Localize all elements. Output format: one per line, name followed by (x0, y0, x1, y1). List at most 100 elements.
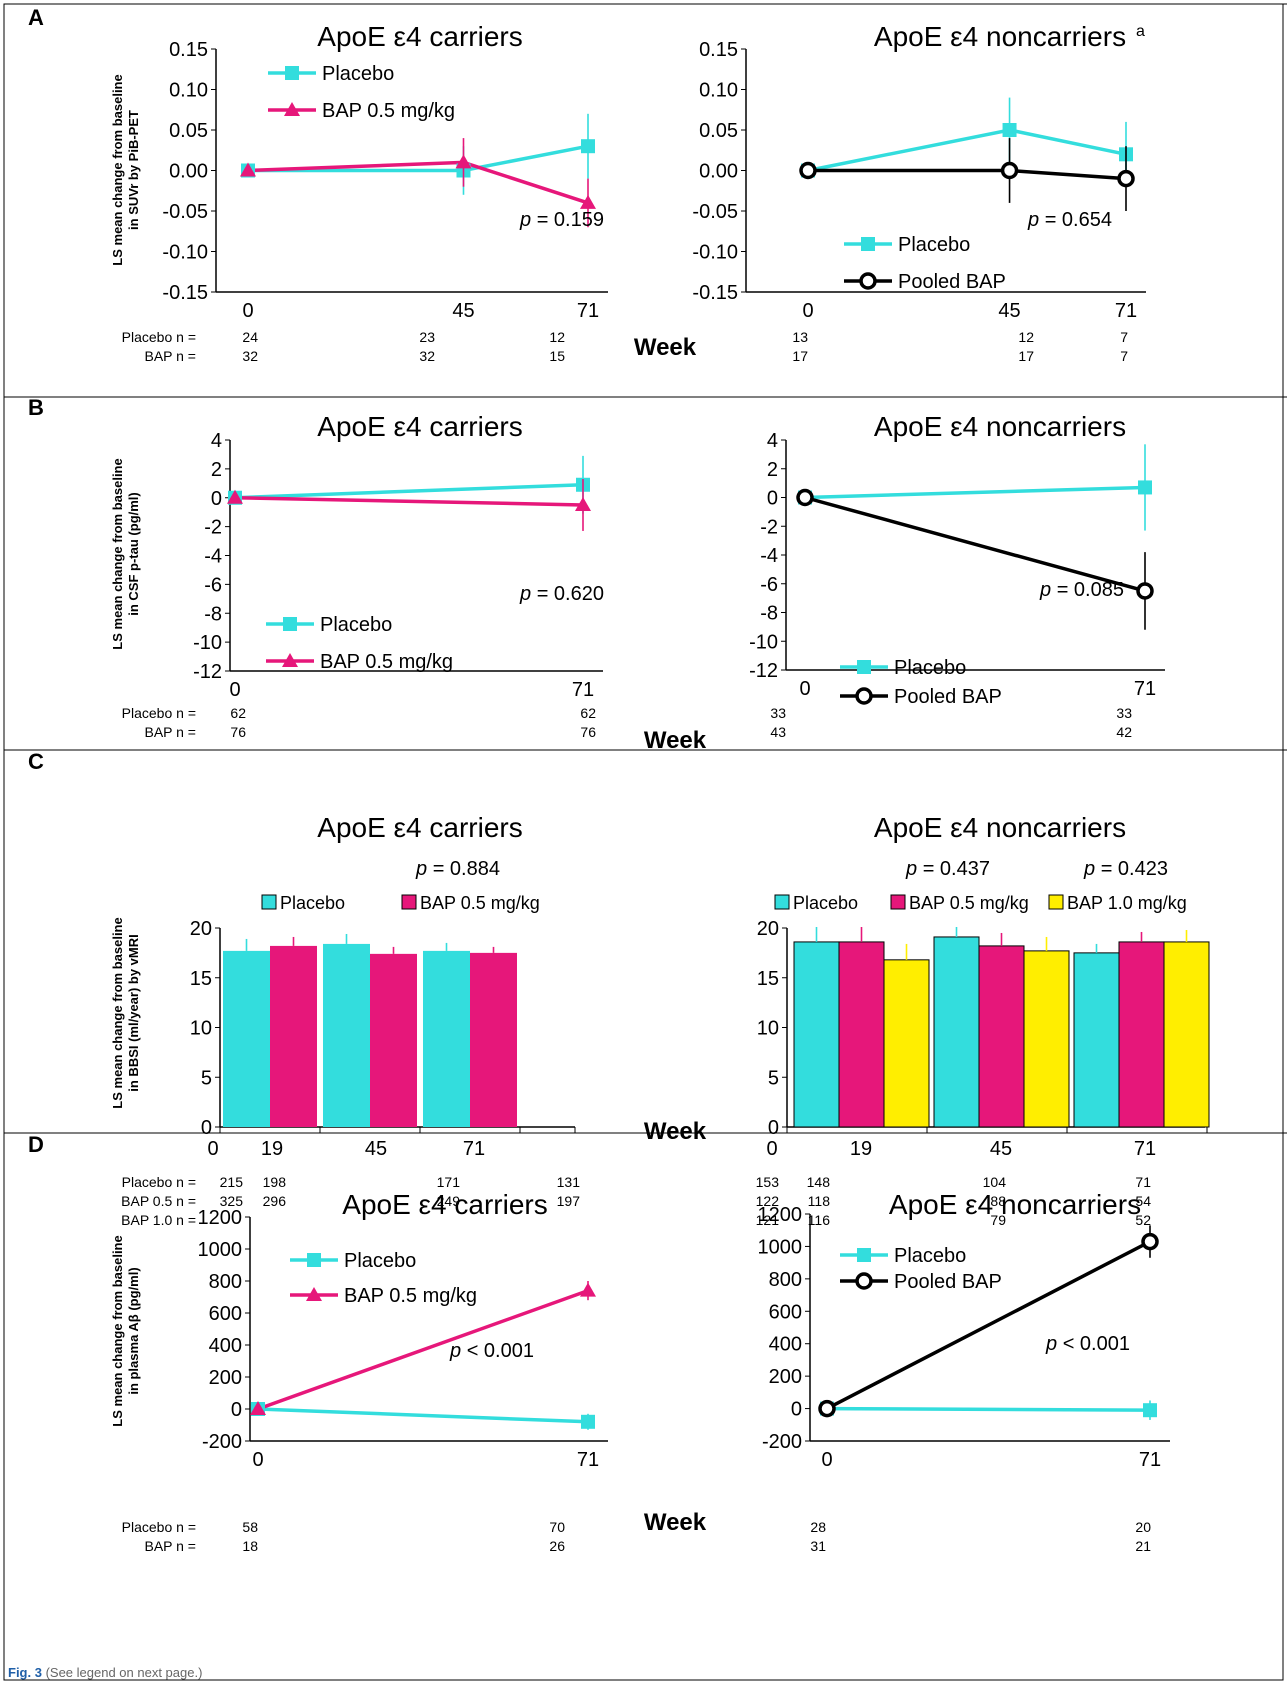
bar-bap-1-0-mg-kg (1163, 941, 1210, 1128)
n-count: 76 (580, 724, 596, 740)
bar-bap-1-0-mg-kg (883, 959, 930, 1128)
series-line-bap-0-5-mg-kg (257, 1288, 589, 1411)
n-count: 7 (1120, 329, 1128, 345)
y-tick-label: -2 (760, 516, 778, 538)
legend-label: BAP 0.5 mg/kg (909, 893, 1029, 913)
y-tick-label: -0.05 (692, 201, 738, 223)
n-count: 148 (807, 1174, 831, 1190)
chart-title: ApoE ε4 carriers (342, 1189, 547, 1220)
y-tick-label: 1200 (198, 1207, 243, 1229)
legend-marker (285, 66, 299, 80)
legend-label: Placebo (280, 893, 345, 913)
n-count: 52 (1135, 1212, 1151, 1228)
data-point-placebo (1138, 480, 1152, 495)
data-point-placebo (1002, 123, 1017, 137)
series-line-placebo (807, 128, 1127, 173)
y-tick-label: -4 (204, 546, 222, 568)
n-count: 17 (1018, 348, 1034, 364)
n-row-label: BAP n = (144, 724, 196, 740)
y-tick-label: 0 (201, 1117, 212, 1139)
y-tick-label: 20 (190, 918, 212, 940)
y-tick-label: 0 (211, 488, 222, 510)
y-tick-label: 1000 (758, 1236, 803, 1258)
y-tick-label: -0.10 (162, 242, 208, 264)
legend-swatch (1048, 894, 1064, 910)
x-tick-label: 71 (1134, 1138, 1156, 1160)
legend-label: BAP 0.5 mg/kg (420, 893, 540, 913)
n-row-label: BAP 1.0 n = (121, 1212, 196, 1228)
y-axis-title: LS mean change from baselinein CSF p-tau… (110, 458, 141, 649)
data-point-bap-0-5-mg-kg (575, 496, 591, 511)
n-count: 21 (1135, 1538, 1151, 1554)
x-axis-title: Week (644, 1118, 707, 1145)
n-row-label: BAP 0.5 n = (121, 1193, 196, 1209)
n-count: 20 (1135, 1519, 1151, 1535)
y-tick-label: 0.10 (699, 80, 738, 102)
bar-placebo (793, 941, 840, 1128)
x-tick-label: 45 (998, 300, 1020, 322)
bar-placebo (223, 950, 270, 1127)
data-point-pooled-bap (818, 1399, 836, 1418)
panel-letter: C (28, 749, 44, 774)
y-tick-label: 0.00 (169, 161, 208, 183)
n-count: 32 (419, 348, 435, 364)
n-count: 122 (756, 1193, 780, 1209)
data-point-placebo (581, 139, 595, 154)
x-tick-label: 19 (261, 1138, 283, 1160)
y-tick-label: 0.05 (169, 120, 208, 142)
caption-text: (See legend on next page.) (41, 1665, 203, 1680)
bar-placebo (323, 943, 370, 1127)
bar-bap-0-5-mg-kg (978, 945, 1025, 1128)
y-tick-label: -8 (204, 603, 222, 625)
n-count: 296 (263, 1193, 287, 1209)
legend-label: Placebo (320, 614, 392, 636)
legend-marker (857, 1248, 871, 1262)
y-tick-label: -200 (202, 1431, 242, 1453)
bar-bap-0-5-mg-kg (470, 952, 517, 1127)
x-tick-label: 71 (577, 300, 599, 322)
bar-bap-1-0-mg-kg (1023, 950, 1070, 1128)
y-tick-label: -12 (193, 661, 222, 683)
n-row-label: Placebo n = (122, 705, 196, 721)
legend-marker (855, 687, 873, 705)
x-axis-title: Week (644, 727, 707, 754)
data-point-bap-0-5-mg-kg (250, 1401, 266, 1415)
chart-title: ApoE ε4 noncarriers (874, 812, 1126, 843)
data-point-pooled-bap (1141, 1232, 1159, 1251)
x-tick-label: 19 (850, 1138, 872, 1160)
bar-bap-0-5-mg-kg (370, 953, 417, 1127)
n-count: 33 (1116, 705, 1132, 721)
legend-marker (855, 1272, 873, 1290)
bar-placebo (423, 950, 470, 1127)
data-point-bap-0-5-mg-kg (227, 489, 243, 504)
x-tick-label: 0 (802, 300, 813, 322)
n-row-label: Placebo n = (122, 1519, 196, 1535)
n-count: 71 (1135, 1174, 1151, 1190)
legend-label: Placebo (898, 234, 970, 256)
y-tick-label: 0.05 (699, 120, 738, 142)
y-tick-label: 0.15 (169, 39, 208, 61)
n-count: 42 (1116, 724, 1132, 740)
series-line-pooled-bap (826, 1240, 1151, 1411)
caption-label: Fig. 3 (8, 1665, 42, 1680)
series-line-placebo (234, 483, 584, 500)
y-tick-label: -4 (760, 545, 778, 567)
bar-placebo (1073, 952, 1120, 1128)
y-tick-label: 600 (209, 1303, 242, 1325)
x-tick-label: 71 (572, 679, 594, 701)
x-tick-label: 45 (990, 1138, 1012, 1160)
y-tick-label: 200 (769, 1366, 802, 1388)
figure-border (3, 3, 1284, 1681)
y-tick-label: -6 (204, 574, 222, 596)
p-value: p = 0.085 (1039, 579, 1124, 601)
y-tick-label: -0.05 (162, 201, 208, 223)
n-count: 249 (437, 1193, 461, 1209)
n-count: 88 (990, 1193, 1006, 1209)
data-point-bap-0-5-mg-kg (580, 194, 596, 209)
n-row-label: BAP n = (144, 1538, 196, 1554)
n-count: 198 (263, 1174, 287, 1190)
n-count: 43 (770, 724, 786, 740)
legend-marker (307, 1253, 321, 1267)
figure-caption: Fig. 3 (See legend on next page.) (8, 1665, 202, 1680)
